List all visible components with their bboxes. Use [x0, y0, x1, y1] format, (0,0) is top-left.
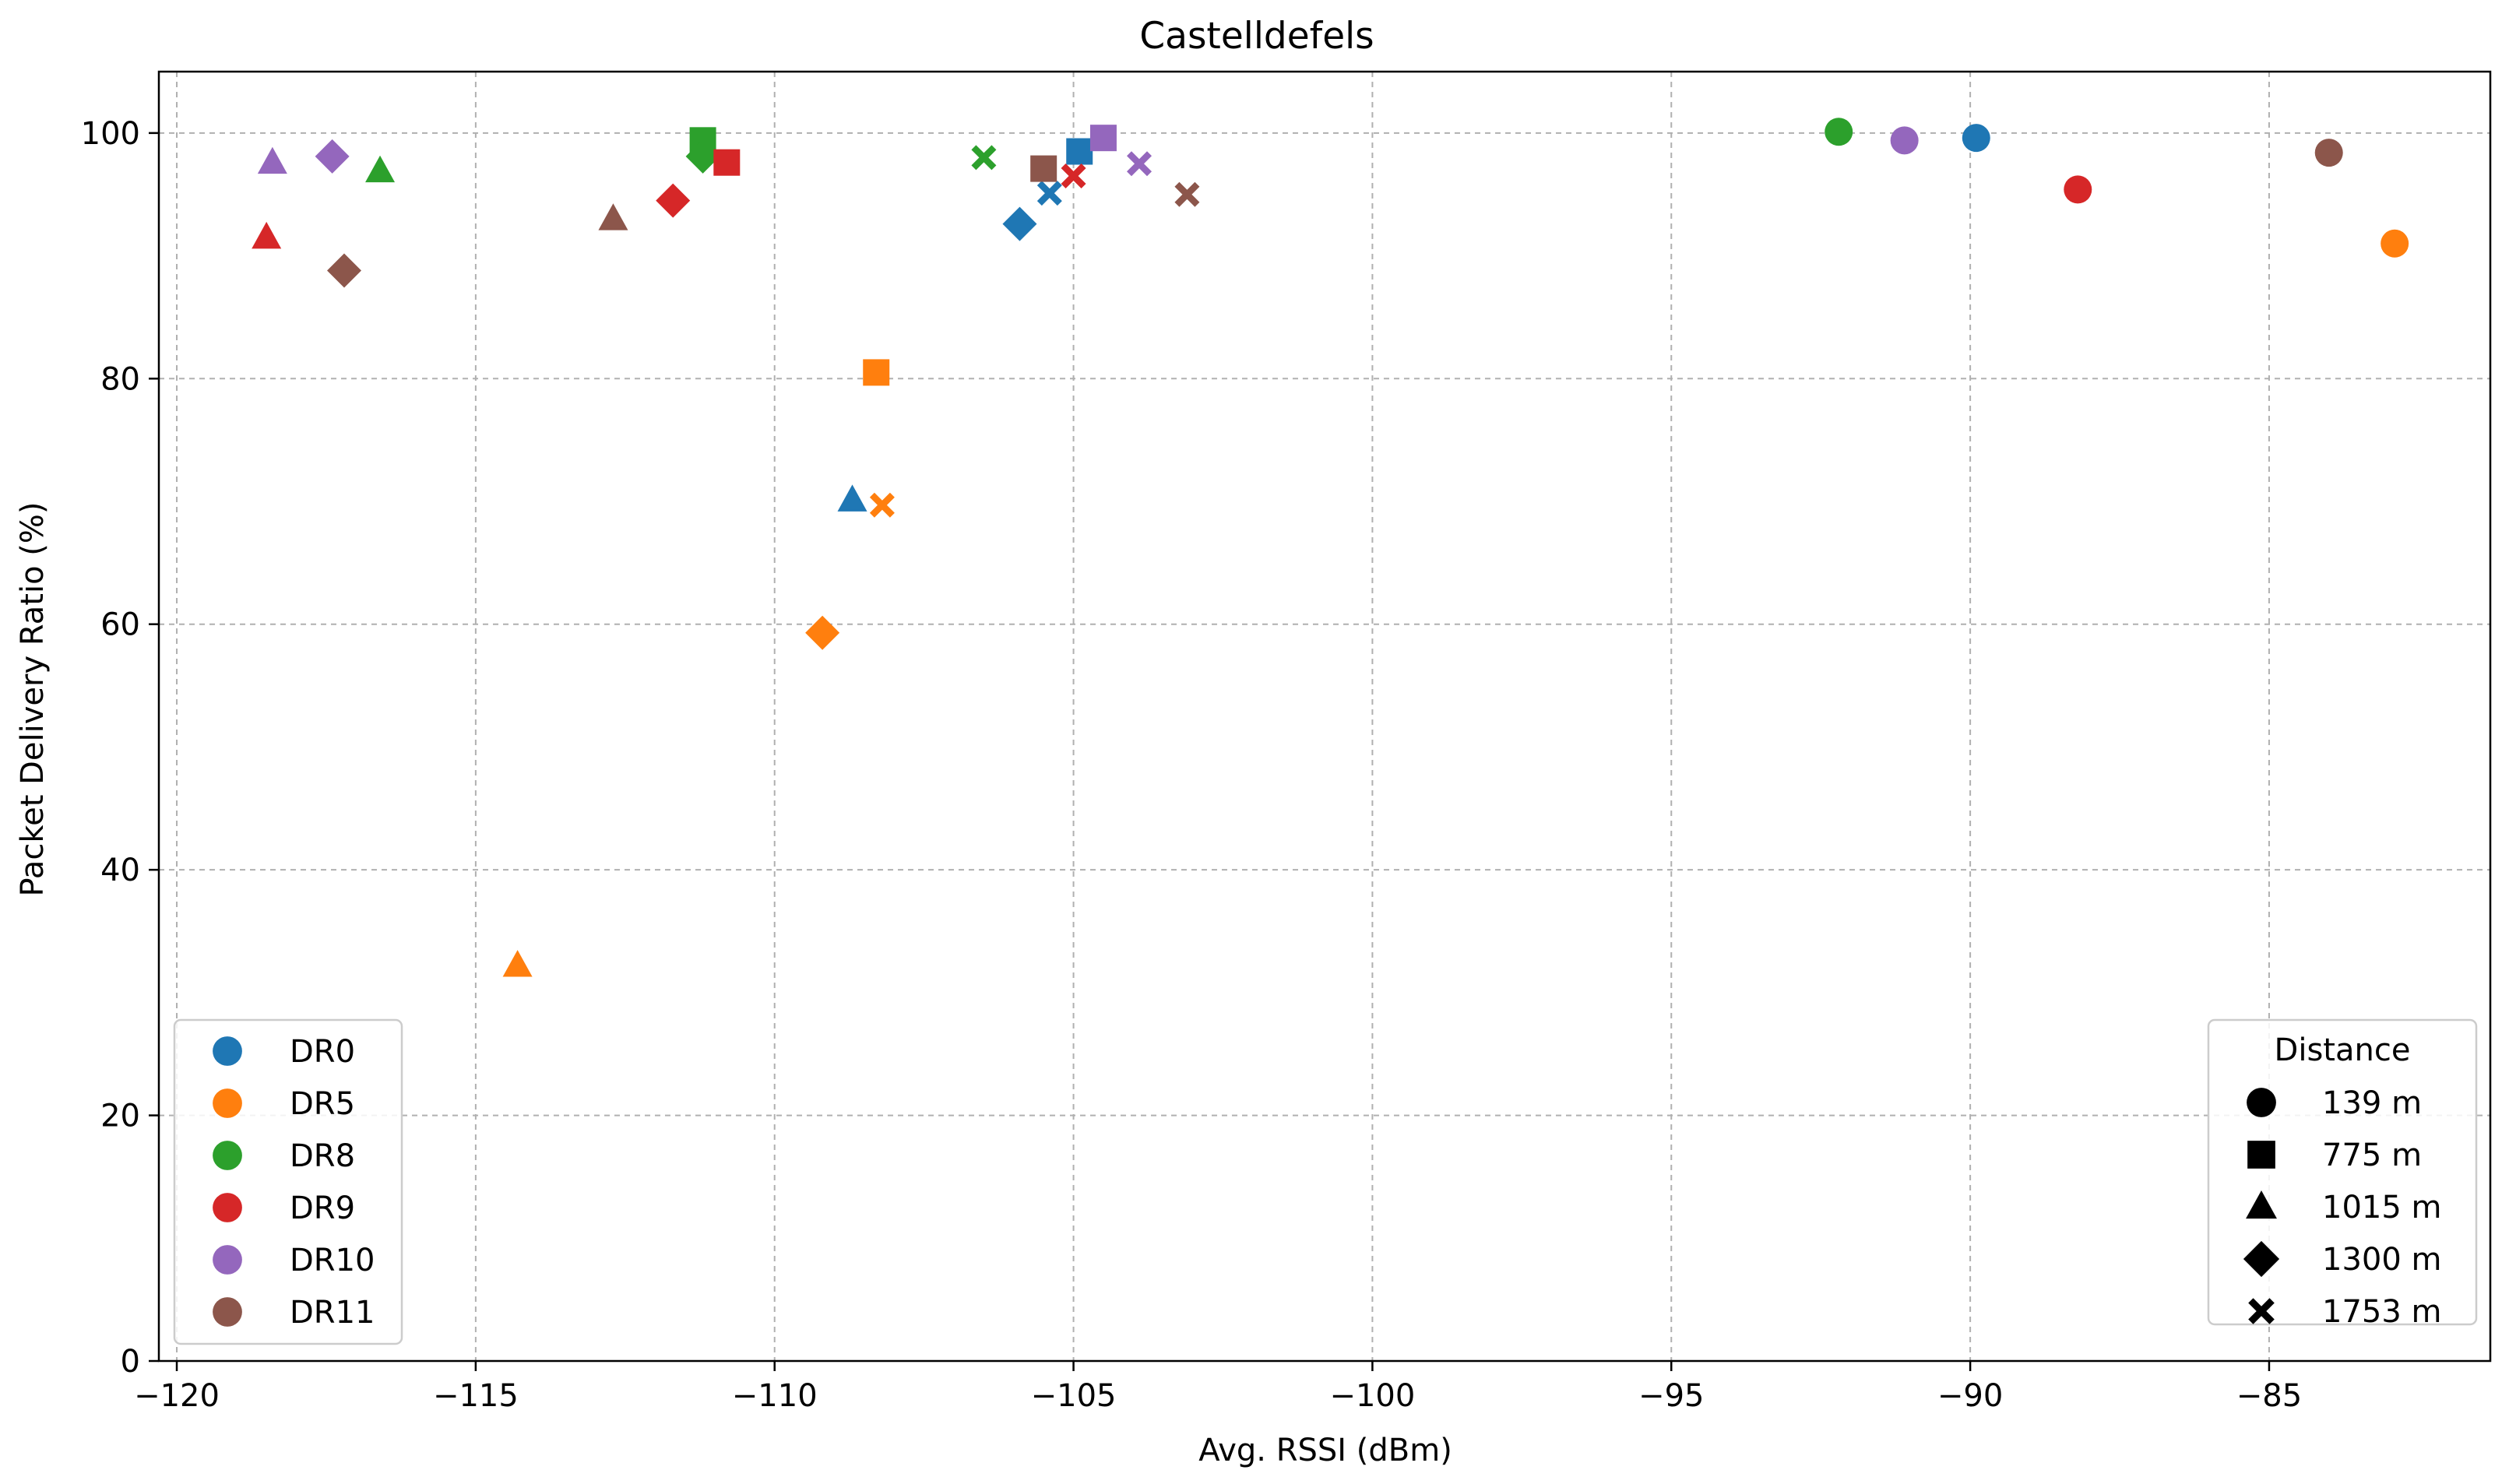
legend-marker-diamond-icon — [2243, 1240, 2280, 1278]
legend-color-swatch — [213, 1245, 242, 1275]
data-point-dr10-1300m — [315, 139, 350, 174]
legend-marker-circle-icon — [2247, 1088, 2276, 1117]
legend-color-swatch — [213, 1088, 242, 1118]
x-tick-label: −85 — [2236, 1378, 2302, 1414]
x-tick-label: −105 — [1031, 1378, 1117, 1414]
x-tick-label: −90 — [1937, 1378, 2003, 1414]
data-point-dr8-1015m — [365, 155, 396, 183]
legend-marker-square-icon — [2247, 1141, 2275, 1169]
x-tick-label: −120 — [134, 1378, 220, 1414]
x-tick-label: −100 — [1329, 1378, 1415, 1414]
legend-color-label: DR8 — [290, 1138, 355, 1174]
data-point-dr9-1015m — [252, 221, 282, 249]
data-point-dr11-1300m — [326, 253, 361, 288]
data-point-dr5-1015m — [502, 950, 533, 977]
data-point-dr10-1753m — [1127, 151, 1152, 177]
data-point-dr11-775m — [1030, 155, 1057, 182]
legend-color-swatch — [213, 1036, 242, 1066]
data-point-dr5-775m — [863, 359, 890, 386]
legend-color-label: DR0 — [290, 1034, 355, 1070]
data-point-dr0-1753m — [1036, 181, 1062, 206]
marker-legend: Distance 139 m 775 m 1015 m 1300 m 1753 m — [2207, 1018, 2478, 1330]
x-tick-label: −115 — [433, 1378, 519, 1414]
y-tick-label: 20 — [100, 1099, 140, 1134]
legend-marker-label: 139 m — [2322, 1085, 2422, 1121]
legend-marker-label: 1015 m — [2322, 1190, 2441, 1226]
color-legend: DR0 DR5 DR8 DR9 DR10 DR11 — [173, 1018, 403, 1345]
plot-frame — [157, 70, 2492, 1363]
data-point-dr11-1015m — [598, 203, 628, 230]
y-axis-label: Packet Delivery Ratio (%) — [15, 502, 51, 897]
data-point-dr8-1300m — [685, 139, 720, 174]
data-point-dr0-139m — [1962, 124, 1990, 153]
data-point-dr0-1015m — [837, 484, 867, 512]
data-point-dr5-139m — [2381, 229, 2409, 258]
legend-color-label: DR11 — [290, 1295, 375, 1331]
y-tick-label: 100 — [81, 116, 140, 152]
data-point-dr9-775m — [713, 149, 741, 176]
legend-color-label: DR5 — [290, 1086, 355, 1122]
y-tick-label: 60 — [100, 607, 140, 643]
data-points — [252, 118, 2409, 977]
y-tick-label: 0 — [121, 1344, 140, 1380]
legend-marker-label: 775 m — [2322, 1138, 2422, 1173]
data-point-dr9-1300m — [656, 183, 691, 218]
legend-color-label: DR9 — [290, 1190, 355, 1226]
y-tick-label: 40 — [100, 853, 140, 888]
legend-marker-triangle-icon — [2246, 1190, 2277, 1219]
marker-legend-box — [2207, 1018, 2478, 1326]
legend-color-swatch — [213, 1193, 242, 1222]
y-tick-label: 80 — [100, 361, 140, 397]
data-point-dr10-1015m — [257, 146, 287, 174]
legend-marker-x-icon — [2248, 1298, 2275, 1324]
marker-legend-title: Distance — [2275, 1032, 2411, 1068]
data-point-dr11-139m — [2314, 139, 2343, 167]
data-point-dr0-1300m — [1002, 206, 1037, 241]
legend-color-swatch — [213, 1141, 242, 1170]
axes: −120 −115 −110 −105 −100 −95 −90 −85 0 20 40 60 80 10… — [81, 70, 2492, 1414]
data-point-dr0-775m — [1066, 138, 1093, 165]
legend-marker-label: 1753 m — [2322, 1294, 2441, 1330]
data-point-dr8-139m — [1825, 118, 1853, 146]
data-point-dr9-1753m — [1061, 164, 1086, 189]
legend-color-label: DR10 — [290, 1243, 375, 1278]
legend-marker-label: 1300 m — [2322, 1242, 2441, 1278]
data-point-dr8-1753m — [971, 145, 997, 171]
x-tick-label: −95 — [1638, 1378, 1704, 1414]
legend-color-swatch — [213, 1297, 242, 1327]
data-point-dr11-1753m — [1174, 181, 1200, 207]
data-point-dr10-139m — [1890, 126, 1919, 155]
x-tick-label: −110 — [732, 1378, 818, 1414]
x-axis-label: Avg. RSSI (dBm) — [1198, 1433, 1452, 1468]
chart-title: Castelldefels — [1139, 15, 1374, 58]
data-point-dr9-139m — [2064, 175, 2092, 204]
data-point-dr10-775m — [1089, 125, 1117, 152]
data-point-dr5-1753m — [869, 492, 895, 518]
data-point-dr5-1300m — [805, 615, 840, 650]
